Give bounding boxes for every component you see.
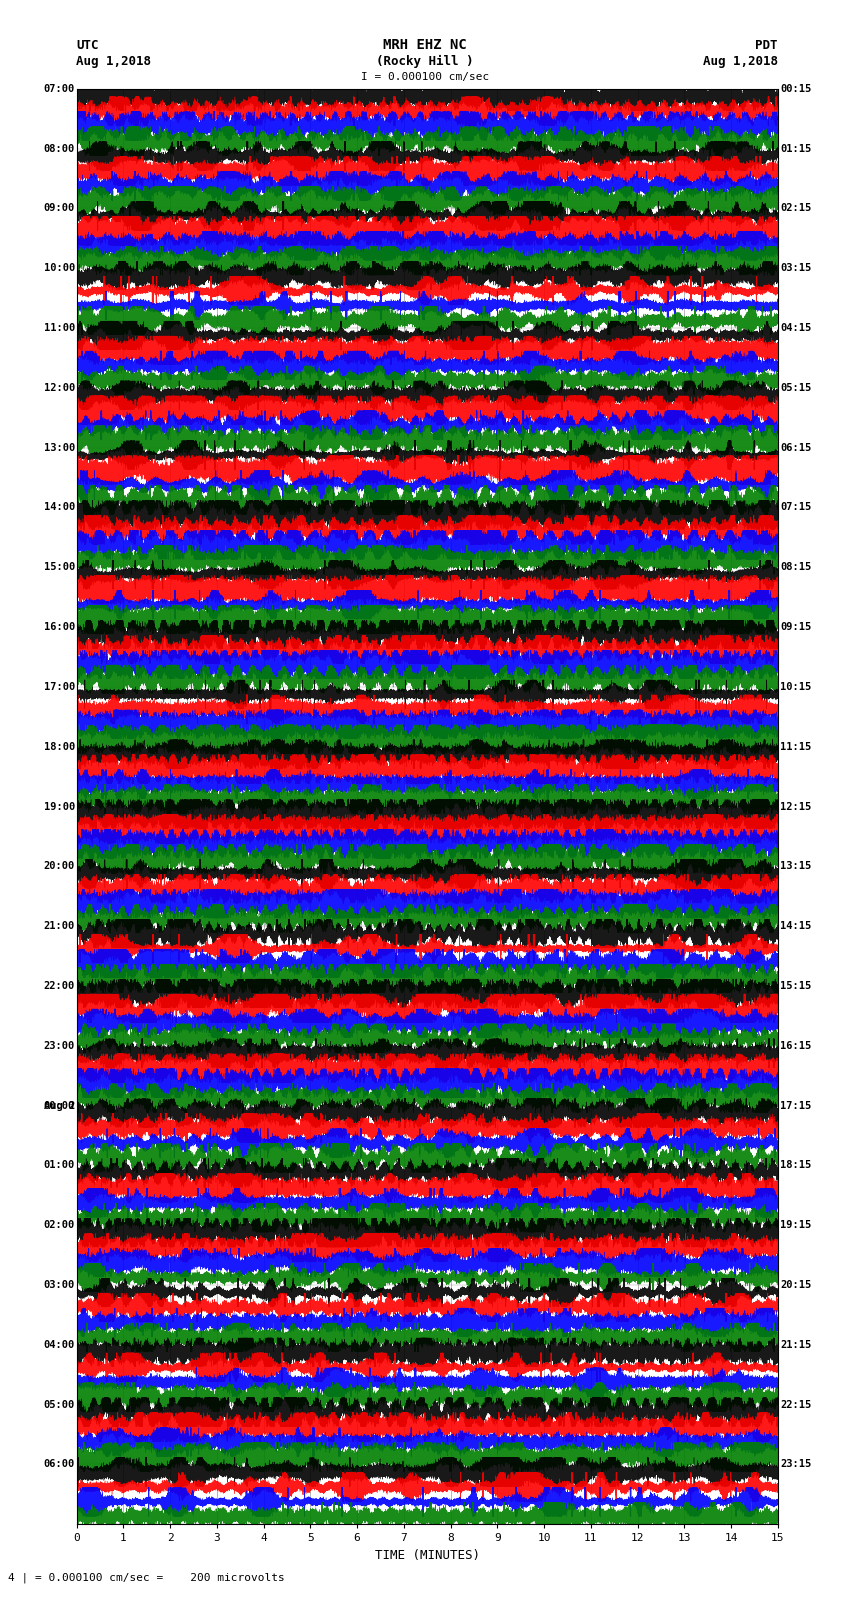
Text: 22:00: 22:00	[43, 981, 75, 990]
Text: 02:00: 02:00	[43, 1219, 75, 1231]
Text: 08:00: 08:00	[43, 144, 75, 153]
Text: I = 0.000100 cm/sec: I = 0.000100 cm/sec	[361, 73, 489, 82]
Text: 17:15: 17:15	[780, 1100, 812, 1111]
Text: 23:00: 23:00	[43, 1040, 75, 1050]
Text: 03:15: 03:15	[780, 263, 812, 273]
Text: 10:15: 10:15	[780, 682, 812, 692]
Text: 19:00: 19:00	[43, 802, 75, 811]
Text: 12:00: 12:00	[43, 382, 75, 394]
Text: MRH EHZ NC: MRH EHZ NC	[383, 39, 467, 52]
Text: 10:00: 10:00	[43, 263, 75, 273]
Text: 15:00: 15:00	[43, 563, 75, 573]
Text: 01:00: 01:00	[43, 1160, 75, 1171]
Text: 06:15: 06:15	[780, 442, 812, 453]
Text: 11:15: 11:15	[780, 742, 812, 752]
Text: 20:15: 20:15	[780, 1281, 812, 1290]
Text: 21:00: 21:00	[43, 921, 75, 931]
Text: 20:00: 20:00	[43, 861, 75, 871]
Text: 05:00: 05:00	[43, 1400, 75, 1410]
Text: 06:00: 06:00	[43, 1460, 75, 1469]
Text: Aug 1,2018: Aug 1,2018	[703, 55, 778, 68]
Text: 21:15: 21:15	[780, 1340, 812, 1350]
Text: 01:15: 01:15	[780, 144, 812, 153]
Text: 17:00: 17:00	[43, 682, 75, 692]
Text: 05:15: 05:15	[780, 382, 812, 394]
Text: 14:00: 14:00	[43, 502, 75, 513]
Text: (Rocky Hill ): (Rocky Hill )	[377, 55, 473, 68]
X-axis label: TIME (MINUTES): TIME (MINUTES)	[375, 1548, 479, 1561]
Text: 04:15: 04:15	[780, 323, 812, 332]
Text: 04:00: 04:00	[43, 1340, 75, 1350]
Text: 03:00: 03:00	[43, 1281, 75, 1290]
Text: 02:15: 02:15	[780, 203, 812, 213]
Text: 22:15: 22:15	[780, 1400, 812, 1410]
Text: 08:15: 08:15	[780, 563, 812, 573]
Text: 13:15: 13:15	[780, 861, 812, 871]
Text: 09:00: 09:00	[43, 203, 75, 213]
Text: Aug 1,2018: Aug 1,2018	[76, 55, 151, 68]
Text: 23:15: 23:15	[780, 1460, 812, 1469]
Text: Aug 2: Aug 2	[43, 1100, 75, 1111]
Text: 14:15: 14:15	[780, 921, 812, 931]
Text: 07:00: 07:00	[43, 84, 75, 94]
Text: 12:15: 12:15	[780, 802, 812, 811]
Text: 16:15: 16:15	[780, 1040, 812, 1050]
Text: 19:15: 19:15	[780, 1219, 812, 1231]
Text: 00:00: 00:00	[43, 1100, 75, 1111]
Text: 4 | = 0.000100 cm/sec =    200 microvolts: 4 | = 0.000100 cm/sec = 200 microvolts	[8, 1573, 286, 1582]
Text: 00:15: 00:15	[780, 84, 812, 94]
Text: 09:15: 09:15	[780, 623, 812, 632]
Text: 18:15: 18:15	[780, 1160, 812, 1171]
Text: 13:00: 13:00	[43, 442, 75, 453]
Text: 11:00: 11:00	[43, 323, 75, 332]
Text: 16:00: 16:00	[43, 623, 75, 632]
Text: 18:00: 18:00	[43, 742, 75, 752]
Text: 15:15: 15:15	[780, 981, 812, 990]
Text: PDT: PDT	[756, 39, 778, 52]
Text: 07:15: 07:15	[780, 502, 812, 513]
Text: UTC: UTC	[76, 39, 99, 52]
